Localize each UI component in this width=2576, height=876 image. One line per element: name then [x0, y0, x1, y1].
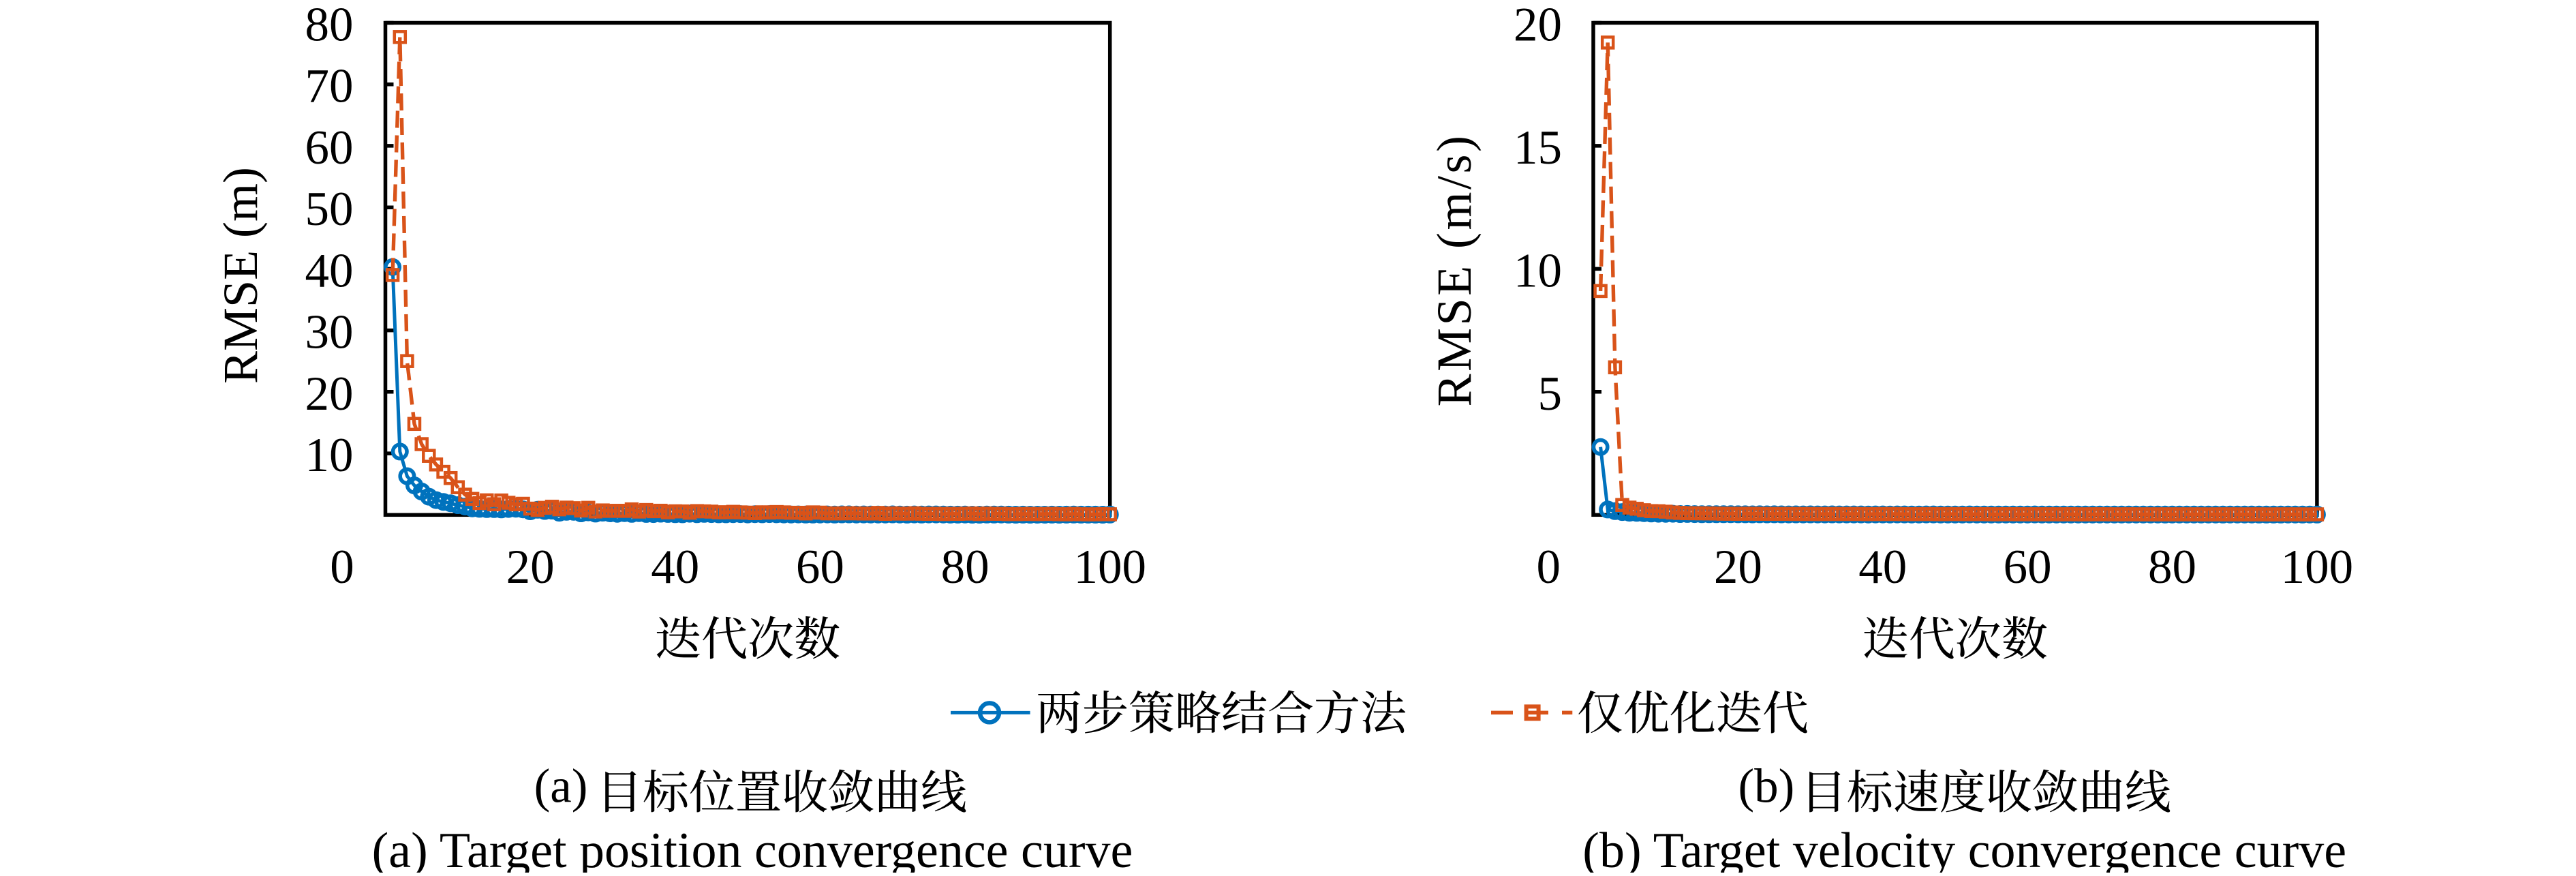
svg-text:RMSE (m): RMSE (m) — [213, 167, 268, 384]
svg-text:(a) Target position convergenc: (a) Target position convergence curve — [372, 823, 1133, 873]
svg-text:20: 20 — [1514, 0, 1562, 52]
svg-text:50: 50 — [305, 183, 354, 236]
svg-text:10: 10 — [305, 429, 354, 482]
svg-text:(a): (a) — [534, 760, 588, 813]
svg-text:20: 20 — [305, 367, 354, 421]
svg-text:(b) Target velocity convergenc: (b) Target velocity convergence curve — [1582, 823, 2346, 873]
svg-text:RMSE (m/s): RMSE (m/s) — [1427, 133, 1482, 406]
svg-text:60: 60 — [2004, 541, 2052, 594]
svg-text:100: 100 — [2281, 541, 2354, 594]
svg-text:30: 30 — [305, 306, 354, 359]
svg-text:40: 40 — [651, 541, 699, 594]
svg-text:10: 10 — [1514, 244, 1562, 297]
svg-text:5: 5 — [1538, 367, 1563, 421]
svg-text:40: 40 — [305, 244, 354, 297]
svg-text:60: 60 — [796, 541, 844, 594]
svg-text:80: 80 — [941, 541, 990, 594]
svg-text:100: 100 — [1073, 541, 1146, 594]
svg-text:60: 60 — [305, 121, 354, 175]
svg-text:40: 40 — [1858, 541, 1907, 594]
svg-text:80: 80 — [2148, 541, 2196, 594]
svg-text:20: 20 — [1714, 541, 1762, 594]
svg-text:0: 0 — [330, 541, 354, 594]
svg-text:(b): (b) — [1738, 760, 1795, 813]
svg-text:15: 15 — [1514, 121, 1562, 175]
svg-text:0: 0 — [1537, 541, 1561, 594]
svg-text:80: 80 — [305, 0, 354, 52]
svg-text:20: 20 — [506, 541, 555, 594]
svg-text:70: 70 — [305, 60, 354, 113]
